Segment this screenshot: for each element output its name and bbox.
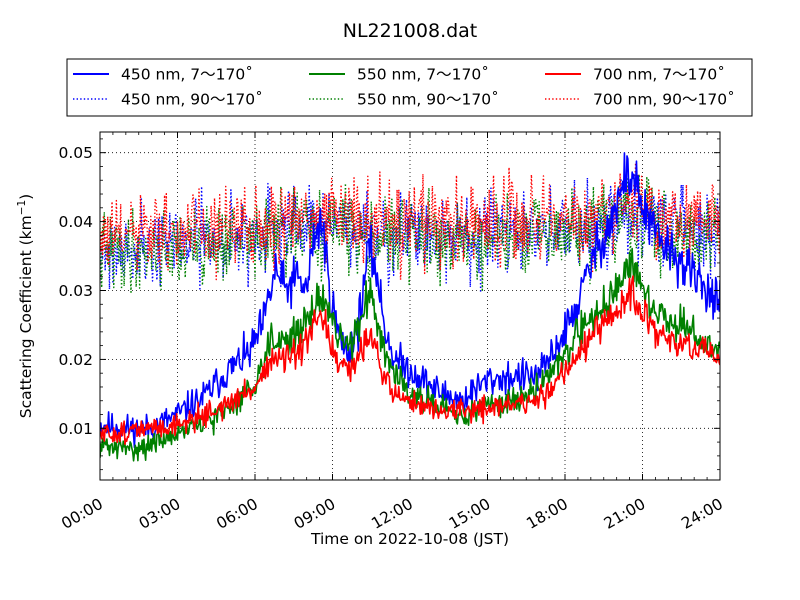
series-line <box>100 152 720 449</box>
legend-label: 550 nm, 7～170˚ <box>357 66 489 84</box>
series-line <box>100 275 720 446</box>
y-tick-label: 0.04 <box>58 213 93 231</box>
series-layer <box>100 152 720 462</box>
y-axis-label-main: Scattering Coefficient (km <box>17 215 35 418</box>
legend-label: 700 nm, 90～170˚ <box>593 91 735 109</box>
legend-label: 450 nm, 90～170˚ <box>121 91 263 109</box>
legend: 450 nm, 7～170˚ 450 nm, 90～170˚ 550 nm, 7～1… <box>66 58 753 117</box>
y-axis-label-sup: −1 <box>16 200 28 215</box>
y-axis-label: Scattering Coefficient (km−1) <box>16 194 35 419</box>
y-tick-label: 0.05 <box>58 144 93 162</box>
legend-label: 550 nm, 90～170˚ <box>357 91 499 109</box>
y-tick-labels: 0.01 0.02 0.03 0.04 0.05 <box>58 144 93 438</box>
legend-frame <box>66 58 753 117</box>
chart-title: NL221008.dat <box>343 20 478 42</box>
y-tick-label: 0.01 <box>58 420 93 438</box>
y-tick-label: 0.03 <box>58 282 93 300</box>
legend-label: 450 nm, 7～170˚ <box>121 66 253 84</box>
ticks <box>99 132 721 480</box>
legend-label: 700 nm, 7～170˚ <box>593 66 725 84</box>
y-axis-label-close: ) <box>17 194 35 200</box>
y-tick-label: 0.02 <box>58 351 93 369</box>
x-axis-label: Time on 2022-10-08 (JST) <box>310 530 509 548</box>
